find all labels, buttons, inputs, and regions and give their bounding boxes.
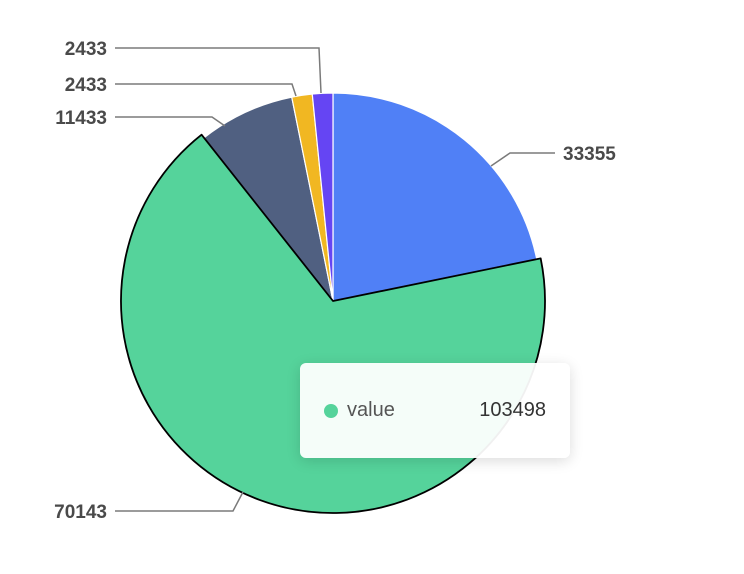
leader-line-4 [115,83,297,97]
slice-label-3: 11433 [55,108,107,129]
leader-line-2 [115,491,244,512]
slice-label-2: 70143 [54,502,107,523]
pie-slice-3[interactable] [203,96,334,302]
pie-slice-1[interactable] [332,92,538,302]
leader-line-1 [490,152,555,167]
tooltip-value: 103498 [479,399,546,421]
tooltip: value 103498 [300,363,570,458]
tooltip-series-marker [324,403,338,418]
slice-label-1: 33355 [563,144,616,165]
slice-label-4: 2433 [65,75,107,96]
leader-lines-group [115,47,555,512]
slice-label-5: 2433 [65,39,107,60]
pie-slice-5[interactable] [311,92,334,302]
slice-labels-group: 33355 70143 11433 2433 2433 [54,39,616,523]
leader-line-5 [115,47,322,94]
tooltip-series-name: value [347,399,395,421]
leader-line-3 [115,116,226,127]
